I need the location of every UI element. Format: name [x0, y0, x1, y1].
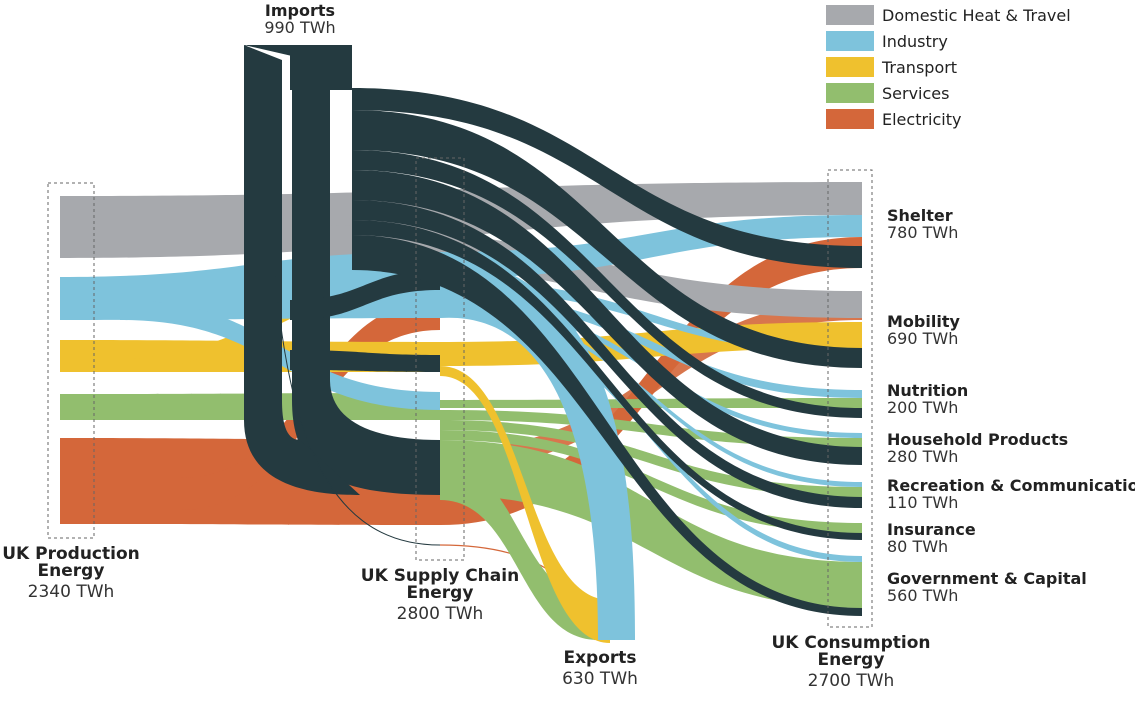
- legend-item-industry: Industry: [826, 28, 1071, 54]
- category-value: 80 TWh: [887, 537, 949, 556]
- category-name: Household Products: [887, 430, 1069, 449]
- category-name: Nutrition: [887, 381, 969, 400]
- supply-chain-label: UK Supply Chain Energy 2800 TWh: [358, 568, 522, 623]
- legend-label: Electricity: [882, 109, 962, 129]
- legend-label: Domestic Heat & Travel: [882, 5, 1071, 25]
- legend-item-domestic: Domestic Heat & Travel: [826, 2, 1071, 28]
- flow-industry-to-recreation: [440, 306, 862, 487]
- node-value: 2340 TWh: [27, 582, 115, 602]
- category-insurance: Insurance 80 TWh: [887, 521, 976, 555]
- flow-imports-inner: [244, 45, 360, 495]
- flow-imports-down: [244, 45, 440, 495]
- category-shelter: Shelter 780 TWh: [887, 207, 958, 241]
- production-node-box: [47, 182, 95, 539]
- node-value: 2800 TWh: [396, 604, 484, 624]
- category-value: 200 TWh: [887, 398, 959, 417]
- node-title: UK Production Energy: [2, 544, 140, 581]
- node-value: 630 TWh: [562, 669, 638, 689]
- flow-imports-to-mobility: [352, 110, 862, 368]
- flow-imports-to-insurance: [352, 220, 862, 540]
- legend-swatch: [826, 83, 874, 103]
- legend-label: Services: [882, 83, 950, 103]
- node-title: Exports: [563, 648, 637, 668]
- legend-swatch: [826, 5, 874, 25]
- category-value: 280 TWh: [887, 447, 959, 466]
- legend-label: Industry: [882, 31, 948, 51]
- category-nutrition: Nutrition 200 TWh: [887, 382, 968, 416]
- category-recreation: Recreation & Communication 110 TWh: [887, 477, 1135, 511]
- flow-imports-to-recreation: [352, 200, 862, 508]
- flow-imports-thin: [269, 129, 441, 546]
- node-title: Imports: [264, 1, 336, 20]
- category-value: 110 TWh: [887, 493, 959, 512]
- flow-transport-to-exports: [440, 366, 610, 643]
- legend-swatch: [826, 31, 874, 51]
- node-title: UK Consumption Energy: [771, 633, 931, 670]
- flow-imports-to-government: [352, 235, 862, 616]
- flow-imports-to-household: [352, 170, 862, 465]
- flow-industry-to-mobility: [440, 280, 862, 354]
- legend-swatch: [826, 109, 874, 129]
- category-value: 560 TWh: [887, 586, 959, 605]
- legend-item-electricity: Electricity: [826, 106, 1071, 132]
- node-boxes: [47, 157, 873, 628]
- category-mobility: Mobility 690 TWh: [887, 313, 960, 347]
- flow-services-to-government: [440, 440, 862, 608]
- category-name: Insurance: [887, 520, 976, 539]
- node-value: 990 TWh: [264, 18, 336, 37]
- flow-imports-to-supply-2: [290, 350, 440, 372]
- node-value: 2700 TWh: [807, 671, 895, 691]
- flow-industry-to-nutrition: [440, 292, 862, 398]
- node-title: UK Supply Chain Energy: [360, 566, 520, 603]
- category-name: Recreation & Communication: [887, 476, 1135, 495]
- legend-item-transport: Transport: [826, 54, 1071, 80]
- flow-imports-to-supply: [290, 270, 440, 320]
- production-label: UK Production Energy 2340 TWh: [0, 546, 142, 601]
- legend-swatch: [826, 57, 874, 77]
- legend: Domestic Heat & Travel Industry Transpor…: [826, 2, 1071, 132]
- exports-label: Exports 630 TWh: [545, 650, 655, 688]
- flow-imports-to-nutrition: [352, 150, 862, 418]
- legend-label: Transport: [882, 57, 958, 77]
- category-name: Shelter: [887, 206, 953, 225]
- legend-item-services: Services: [826, 80, 1071, 106]
- flow-services-to-recreation: [440, 420, 862, 497]
- sankey-flows: [60, 45, 862, 643]
- category-government-capital: Government & Capital 560 TWh: [887, 570, 1087, 604]
- supply-chain-node-box: [415, 157, 465, 561]
- category-household-products: Household Products 280 TWh: [887, 431, 1068, 465]
- flow-imports-to-shelter: [352, 88, 862, 268]
- consumption-label: UK Consumption Energy 2700 TWh: [765, 635, 937, 690]
- consumption-node-box: [827, 169, 873, 628]
- category-value: 780 TWh: [887, 223, 959, 242]
- flow-electricity-to-mobility: [440, 300, 862, 470]
- flow-services-to-insurance: [440, 430, 862, 533]
- category-name: Government & Capital: [887, 569, 1087, 588]
- category-value: 690 TWh: [887, 329, 959, 348]
- imports-label: Imports 990 TWh: [245, 2, 355, 36]
- category-name: Mobility: [887, 312, 960, 331]
